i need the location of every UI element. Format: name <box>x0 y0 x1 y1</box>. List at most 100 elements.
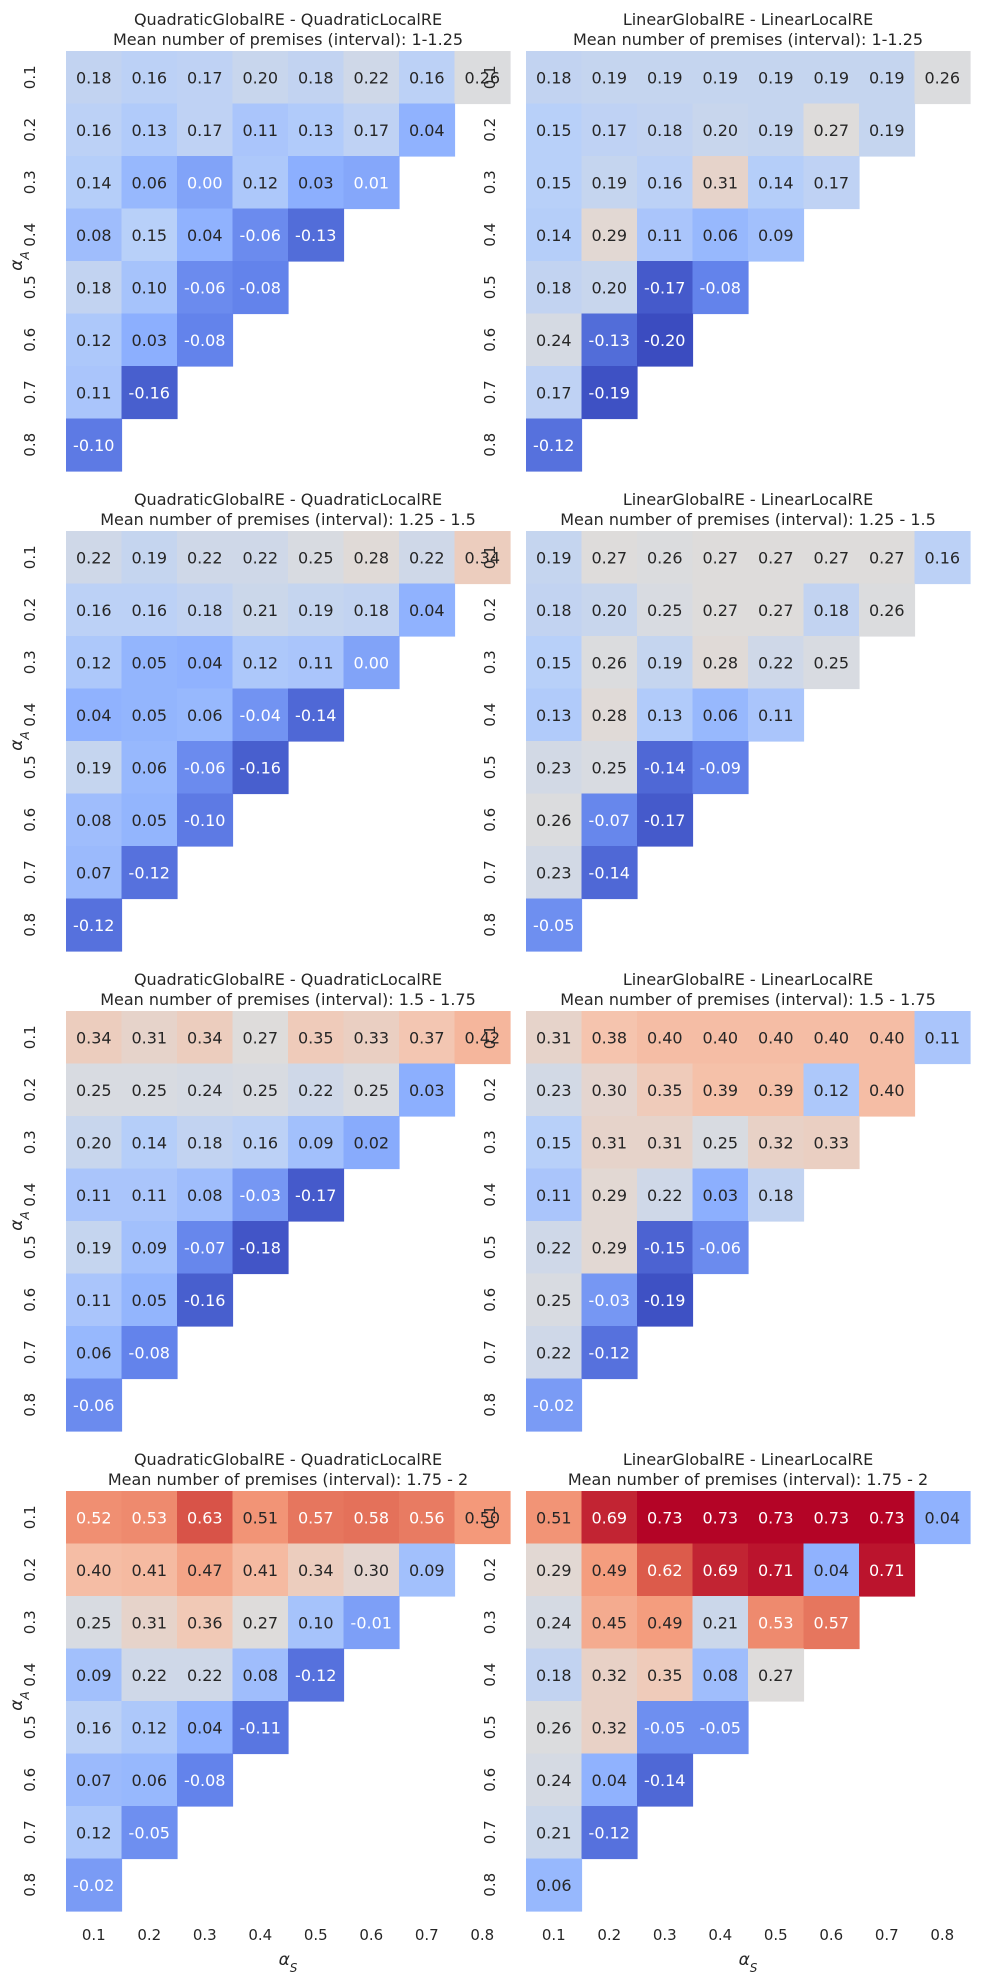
cell-label: -0.12 <box>589 1823 630 1842</box>
y-tick-label: 0.6 <box>481 328 499 352</box>
cell-label: 0.18 <box>536 601 572 620</box>
heatmap-cell <box>526 1326 583 1380</box>
y-tick-label: 0.3 <box>481 170 499 194</box>
cell-label: 0.31 <box>647 1133 683 1152</box>
heatmap-cell <box>177 531 234 585</box>
heatmap-cell <box>803 1116 860 1170</box>
heatmap-cell <box>748 208 805 262</box>
heatmap-cell <box>232 1596 289 1650</box>
cell-label: 0.18 <box>187 1133 223 1152</box>
cell-label: -0.17 <box>644 278 685 297</box>
cell-label: 0.39 <box>702 1081 738 1100</box>
y-tick-label: 0.8 <box>481 913 499 937</box>
cell-label: 0.09 <box>298 1133 334 1152</box>
x-tick-label: 0.4 <box>708 1926 732 1944</box>
panel-title: LinearGlobalRE - LinearLocalRE <box>623 1450 873 1469</box>
heatmap-cell <box>581 156 638 210</box>
cell-label: 0.51 <box>536 1508 572 1527</box>
heatmap-cell <box>526 208 583 262</box>
cell-label: 0.40 <box>758 1028 794 1047</box>
heatmap-cell <box>66 1753 123 1807</box>
cell-label: 0.29 <box>591 226 627 245</box>
heatmap-cell <box>399 531 456 585</box>
y-tick-label: 0.4 <box>21 1663 39 1687</box>
cell-label: 0.27 <box>242 1613 278 1632</box>
cell-label: 0.19 <box>536 548 572 567</box>
cell-label: 0.09 <box>131 1238 167 1257</box>
cell-label: 0.19 <box>76 1238 112 1257</box>
x-tick-label: 0.6 <box>359 1926 383 1944</box>
cell-label: -0.02 <box>533 1396 574 1415</box>
cell-label: 0.16 <box>76 601 112 620</box>
heatmap-cell <box>121 636 178 690</box>
cell-label: -0.06 <box>184 278 225 297</box>
heatmap-cell <box>526 1543 583 1597</box>
heatmap-cell <box>177 51 234 105</box>
cell-label: 0.18 <box>353 601 389 620</box>
heatmap-cell <box>121 1326 178 1380</box>
cell-label: 0.73 <box>813 1508 849 1527</box>
heatmap-cell <box>526 1011 583 1065</box>
cell-label: -0.03 <box>589 1291 630 1310</box>
cell-label: 0.16 <box>409 68 445 87</box>
heatmap-cell <box>692 103 749 157</box>
heatmap-cell <box>526 366 583 420</box>
heatmap-cell <box>232 1543 289 1597</box>
heatmap-cell <box>232 103 289 157</box>
heatmap-cell <box>66 793 123 847</box>
cell-label: 0.08 <box>702 1666 738 1685</box>
heatmap-cell <box>288 208 345 262</box>
cell-label: 0.06 <box>702 226 738 245</box>
heatmap-cell <box>914 531 971 585</box>
heatmap-cell <box>288 1011 345 1065</box>
cell-label: 0.08 <box>76 226 112 245</box>
heatmap-cell <box>581 1116 638 1170</box>
heatmap-cell <box>177 1596 234 1650</box>
heatmap-cell <box>121 313 178 367</box>
heatmap-cell <box>288 1116 345 1170</box>
heatmap-cell <box>581 51 638 105</box>
y-tick-label: 0.7 <box>21 1820 39 1844</box>
heatmap-cell <box>859 531 916 585</box>
cell-label: -0.04 <box>240 706 281 725</box>
cell-label: 0.32 <box>591 1666 627 1685</box>
heatmap-cell <box>526 1858 583 1912</box>
y-tick-label: 0.4 <box>21 1183 39 1207</box>
heatmap-cell <box>692 1063 749 1117</box>
y-tick-label: 0.4 <box>481 703 499 727</box>
cell-label: 0.73 <box>647 1508 683 1527</box>
y-tick-label: 0.5 <box>481 1235 499 1259</box>
heatmap-cell <box>288 531 345 585</box>
heatmap-cell <box>581 688 638 742</box>
cell-label: 0.19 <box>647 68 683 87</box>
cell-label: 0.05 <box>131 653 167 672</box>
cell-label: -0.06 <box>700 1238 741 1257</box>
cell-label: 0.29 <box>591 1186 627 1205</box>
cell-label: 0.71 <box>869 1561 905 1580</box>
cell-label: 0.06 <box>536 1876 572 1895</box>
heatmap-cell <box>692 1701 749 1755</box>
cell-label: 0.04 <box>187 653 223 672</box>
cell-label: 0.04 <box>591 1771 627 1790</box>
x-tick-label: 0.4 <box>248 1926 272 1944</box>
heatmap-cell <box>66 366 123 420</box>
cell-label: 0.10 <box>131 278 167 297</box>
y-tick-label: 0.6 <box>21 1768 39 1792</box>
cell-label: 0.11 <box>758 706 794 725</box>
heatmap-cell <box>177 1168 234 1222</box>
heatmap-cell <box>232 1701 289 1755</box>
cell-label: 0.25 <box>76 1081 112 1100</box>
cell-label: -0.16 <box>184 1291 225 1310</box>
cell-label: 0.15 <box>536 121 572 140</box>
cell-label: 0.13 <box>536 706 572 725</box>
heatmap-cell <box>748 583 805 637</box>
cell-label: 0.50 <box>464 1508 500 1527</box>
heatmap-cell <box>581 1806 638 1860</box>
cell-label: 0.17 <box>353 121 389 140</box>
heatmap-cell <box>66 1378 123 1432</box>
heatmap-cell <box>454 1491 511 1545</box>
cell-label: 0.04 <box>187 226 223 245</box>
cell-label: 0.53 <box>758 1613 794 1632</box>
cell-label: -0.07 <box>589 811 630 830</box>
heatmap-cell <box>232 1011 289 1065</box>
